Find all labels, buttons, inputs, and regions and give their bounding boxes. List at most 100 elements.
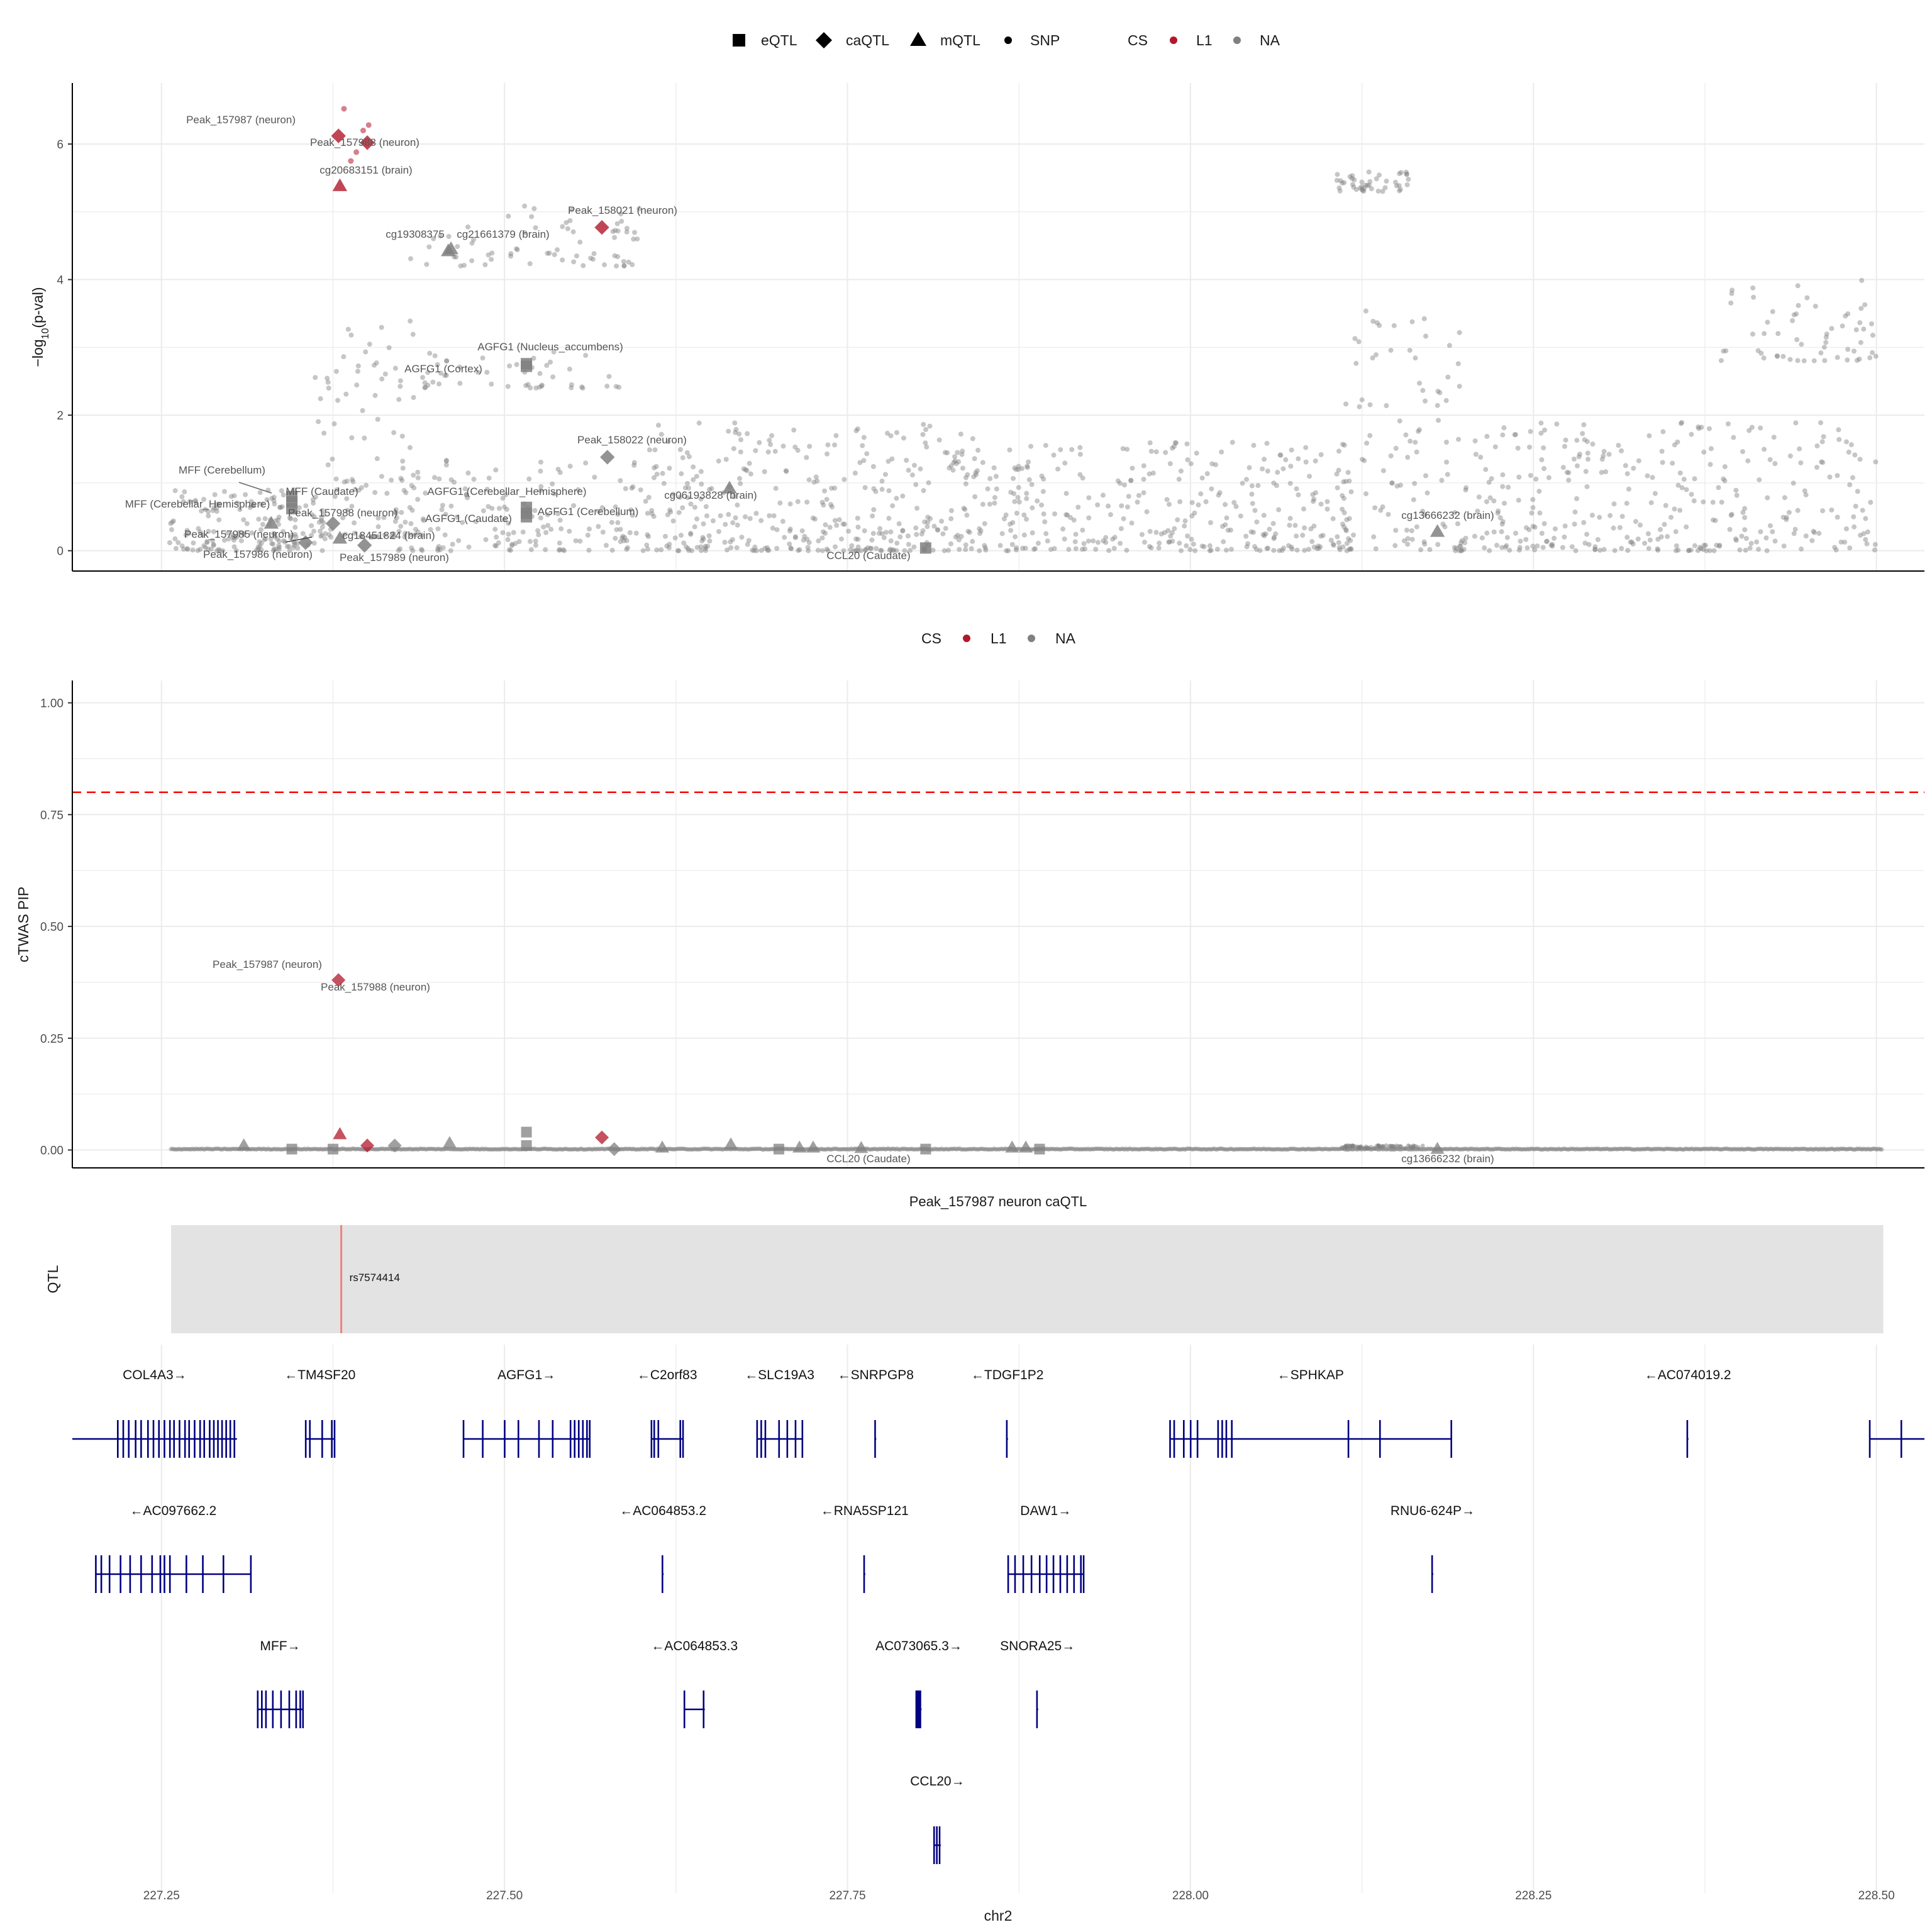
pip-feature-point	[595, 1130, 609, 1145]
snp-point	[694, 516, 700, 522]
snp-point	[260, 521, 265, 527]
snp-point	[1367, 179, 1373, 184]
gene-exon	[1052, 1555, 1055, 1593]
snp-point	[1265, 468, 1270, 474]
snp-point	[287, 515, 292, 521]
snp-point	[409, 545, 414, 551]
legend-key-caqtl	[816, 32, 832, 48]
snp-point	[465, 224, 470, 230]
snp-point	[753, 448, 758, 453]
snp-point	[1343, 528, 1349, 533]
gene-exon	[140, 1555, 142, 1593]
snp-point	[1071, 517, 1077, 523]
snp-point	[832, 518, 838, 523]
snp-point	[1368, 186, 1374, 192]
snp-point	[860, 443, 865, 448]
snp-point	[1673, 529, 1679, 535]
snp-point	[670, 491, 676, 497]
snp-point	[430, 379, 436, 385]
gene-exon	[1173, 1420, 1175, 1458]
snp-point	[456, 538, 462, 543]
snp-point	[1012, 499, 1018, 504]
snp-point	[896, 521, 902, 526]
gene-exon	[203, 1420, 206, 1458]
snp-point	[1581, 519, 1587, 525]
snp-point	[392, 519, 398, 525]
snp-point	[676, 548, 682, 553]
snp-point	[168, 521, 174, 526]
snp-point	[1823, 335, 1829, 340]
snp-point	[1861, 326, 1867, 332]
snp-point	[250, 502, 256, 508]
snp-point	[1440, 521, 1446, 527]
snp-point	[664, 543, 670, 549]
snp-point	[1278, 452, 1284, 458]
snp-point	[1221, 539, 1226, 545]
snp-point	[1692, 476, 1697, 482]
gene-exon	[657, 1420, 660, 1458]
snp-point	[250, 502, 256, 508]
snp-point	[1318, 544, 1323, 550]
snp-point	[829, 486, 835, 491]
snp-point	[1818, 350, 1824, 356]
snp-point	[1246, 465, 1252, 470]
snp-point	[1136, 492, 1141, 498]
snp-point	[1770, 529, 1775, 535]
snp-point	[287, 548, 292, 553]
feature-point	[521, 360, 533, 372]
snp-point	[1126, 494, 1131, 499]
snp-point	[774, 527, 780, 533]
snp-point	[631, 236, 636, 242]
snp-point	[623, 486, 628, 491]
snp-point	[492, 526, 498, 532]
gene-label: ←TM4SF20	[284, 1368, 355, 1382]
snp-point	[1701, 542, 1707, 548]
qtl-track-title: Peak_157987 neuron caQTL	[909, 1194, 1087, 1209]
snp-point	[1861, 531, 1867, 536]
snp-point	[689, 548, 695, 553]
snp-point	[1106, 548, 1112, 553]
snp-point	[833, 433, 839, 438]
snp-point	[677, 447, 683, 452]
snp-point	[509, 543, 515, 548]
snp-point	[925, 514, 931, 520]
gene-exon	[679, 1420, 681, 1458]
snp-point	[409, 508, 415, 513]
snp-point	[1374, 320, 1380, 326]
snp-point	[1255, 483, 1261, 489]
snp-point	[254, 547, 260, 553]
snp-point	[562, 548, 567, 553]
snp-point	[1582, 540, 1588, 546]
snp-point	[1336, 545, 1342, 550]
snp-point	[557, 547, 563, 552]
snp-point	[1706, 426, 1712, 431]
snp-point	[1734, 492, 1740, 498]
snp-point	[1473, 452, 1479, 457]
snp-point	[277, 504, 283, 510]
snp-point	[960, 465, 965, 471]
snp-point	[821, 529, 826, 535]
pip-feature-point	[773, 1143, 784, 1155]
snp-point	[1130, 465, 1135, 471]
snp-point	[1403, 169, 1409, 175]
snp-point	[1864, 541, 1870, 547]
snp-point	[505, 384, 511, 389]
snp-point	[1646, 433, 1652, 438]
snp-point	[1836, 427, 1841, 433]
snp-point	[1288, 464, 1294, 469]
snp-point	[1599, 470, 1604, 475]
x-tick-label: 228.50	[1858, 1889, 1895, 1902]
snp-point	[691, 464, 696, 470]
snp-point	[680, 455, 686, 460]
snp-point	[631, 462, 637, 468]
snp-point	[1277, 452, 1283, 458]
snp-point	[1544, 538, 1550, 544]
pip-snp-point	[1355, 1145, 1360, 1150]
snp-point	[279, 488, 284, 494]
snp-point	[747, 460, 752, 466]
snp-point	[410, 331, 416, 337]
snp-point	[675, 548, 680, 553]
gene-exon	[653, 1420, 655, 1458]
snp-point	[272, 531, 277, 536]
snp-point	[604, 384, 610, 389]
